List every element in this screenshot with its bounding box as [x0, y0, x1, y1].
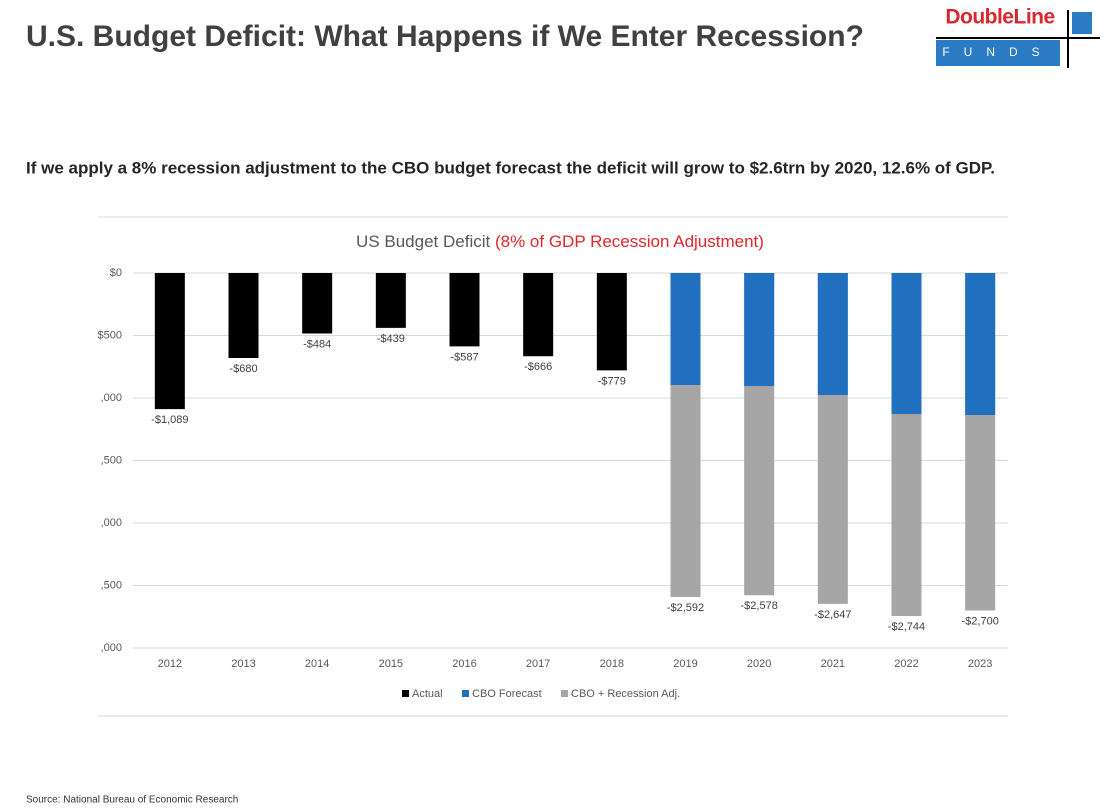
bar: [523, 273, 554, 357]
x-tick-label: 2017: [526, 658, 550, 670]
data-label: -$2,647: [814, 609, 851, 621]
y-tick-label: $0: [110, 267, 122, 279]
x-tick-label: 2023: [968, 658, 992, 670]
logo-name: DoubleLine: [945, 6, 1054, 29]
legend-swatch: [462, 690, 469, 697]
y-tick-label: $500: [98, 329, 122, 341]
x-tick-label: 2014: [305, 658, 329, 670]
data-label: -$2,578: [741, 600, 778, 612]
data-label: -$779: [598, 375, 626, 387]
legend-label: Actual: [412, 688, 443, 700]
logo-band: [936, 40, 1060, 66]
x-tick-label: 2016: [452, 658, 476, 670]
x-tick-label: 2019: [673, 658, 697, 670]
bar: [228, 273, 259, 358]
y-tick-label: ,000: [101, 517, 122, 529]
subtitle: If we apply a 8% recession adjustment to…: [26, 158, 995, 177]
bar: [375, 273, 406, 328]
slide-title: U.S. Budget Deficit: What Happens if We …: [26, 20, 864, 53]
source: Source: National Bureau of Economic Rese…: [26, 795, 238, 806]
bar: [449, 273, 480, 347]
data-label: -$484: [303, 338, 331, 350]
chart-title-note: (8% of GDP Recession Adjustment): [495, 232, 764, 251]
y-tick-label: ,500: [101, 454, 122, 466]
bar: [302, 273, 333, 334]
bar: [670, 273, 701, 385]
logo-square: [1072, 12, 1092, 34]
data-label: -$1,089: [151, 414, 188, 426]
bar: [744, 273, 775, 386]
data-label: -$2,744: [888, 621, 925, 633]
bar: [596, 273, 627, 371]
data-label: -$680: [229, 363, 257, 375]
x-tick-label: 2015: [379, 658, 403, 670]
data-label: -$2,592: [667, 602, 704, 614]
chart-title-main: US Budget Deficit: [356, 232, 490, 251]
x-tick-label: 2018: [600, 658, 624, 670]
x-tick-label: 2022: [894, 658, 918, 670]
y-tick-label: ,500: [101, 579, 122, 591]
data-label: -$2,700: [962, 615, 999, 627]
y-tick-label: ,000: [101, 642, 122, 654]
data-label: -$439: [377, 333, 405, 345]
x-tick-label: 2020: [747, 658, 771, 670]
x-tick-label: 2021: [821, 658, 845, 670]
data-label: -$666: [524, 361, 552, 373]
bar: [891, 273, 922, 414]
x-tick-label: 2013: [231, 658, 255, 670]
x-tick-label: 2012: [158, 658, 182, 670]
bar: [817, 273, 848, 395]
chart-title: US Budget Deficit (8% of GDP Recession A…: [356, 232, 764, 251]
legend-label: CBO Forecast: [472, 688, 542, 700]
logo-sub: FUNDS: [942, 45, 1053, 59]
legend-swatch: [561, 690, 568, 697]
data-label: -$587: [450, 351, 478, 363]
logo: DoubleLine FUNDS: [936, 6, 1100, 68]
bar: [154, 273, 185, 410]
legend-label: CBO + Recession Adj.: [571, 688, 680, 700]
bar: [965, 273, 996, 415]
y-tick-label: ,000: [101, 392, 122, 404]
legend-swatch: [402, 690, 409, 697]
